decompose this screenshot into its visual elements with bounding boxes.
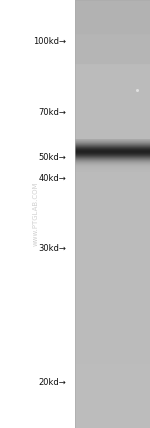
Text: 50kd→: 50kd→: [38, 152, 66, 162]
Text: 30kd→: 30kd→: [38, 244, 66, 253]
Text: 70kd→: 70kd→: [38, 107, 66, 117]
Text: 20kd→: 20kd→: [38, 377, 66, 387]
Text: 40kd→: 40kd→: [38, 173, 66, 183]
Text: www.PTGLAB.COM: www.PTGLAB.COM: [33, 182, 39, 246]
Text: 100kd→: 100kd→: [33, 37, 66, 47]
